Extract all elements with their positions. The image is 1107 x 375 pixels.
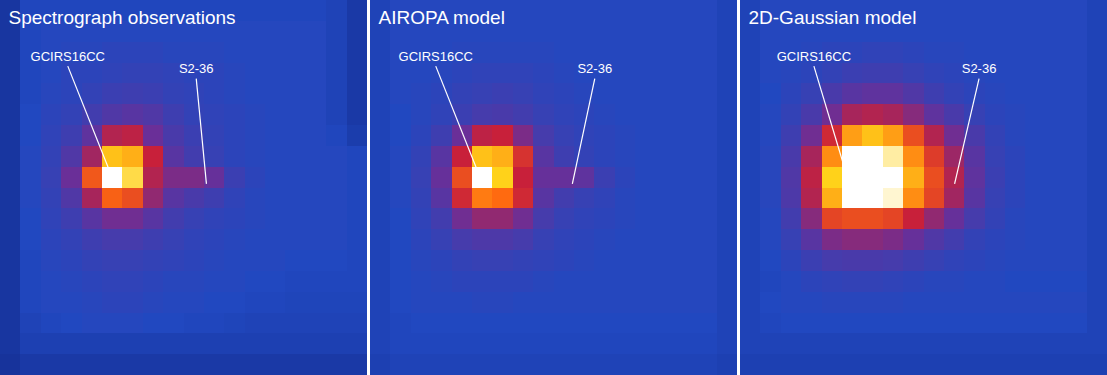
svg-text:Spectrograph observations: Spectrograph observations: [9, 7, 236, 28]
svg-text:GCIRS16CC: GCIRS16CC: [399, 49, 473, 64]
svg-text:GCIRS16CC: GCIRS16CC: [31, 49, 105, 64]
svg-text:AIROPA model: AIROPA model: [379, 7, 505, 28]
svg-text:GCIRS16CC: GCIRS16CC: [777, 49, 851, 64]
svg-text:S2-36: S2-36: [179, 61, 214, 76]
svg-text:S2-36: S2-36: [577, 61, 612, 76]
svg-text:S2-36: S2-36: [962, 61, 997, 76]
svg-text:2D-Gaussian model: 2D-Gaussian model: [749, 7, 917, 28]
